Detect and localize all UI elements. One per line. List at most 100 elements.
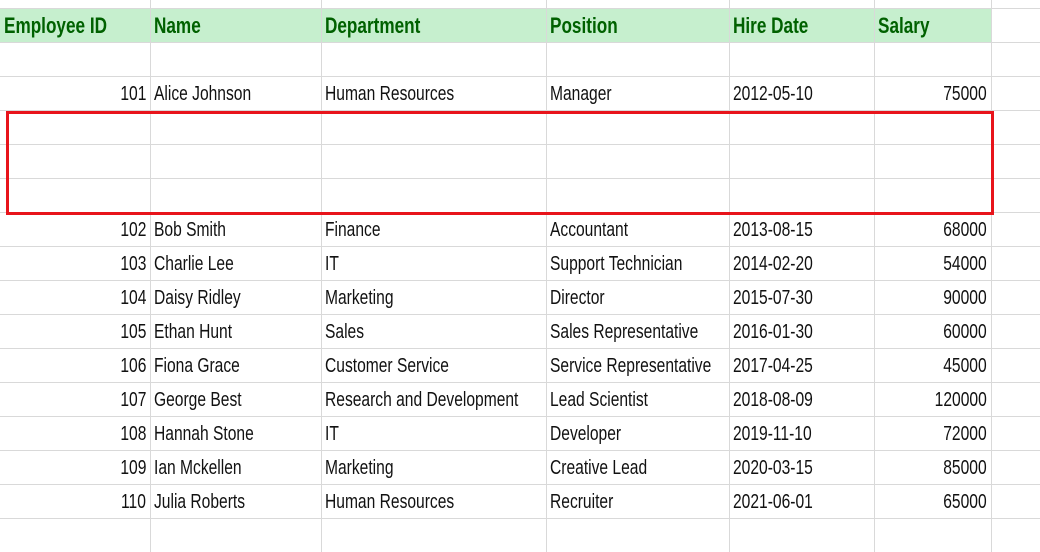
cell: Creative Lead [550,451,725,485]
cell: 2014-02-20 [733,247,870,281]
cell-text: 2015-07-30 [733,287,813,309]
cell: Charlie Lee [154,247,317,281]
grid-line [0,450,1040,451]
cell-text: Bob Smith [154,219,226,241]
grid-line [0,416,1040,417]
cell: Human Resources [325,77,542,111]
cell-text: Sales Representative [550,321,699,343]
grid-line [991,0,992,552]
cell: 2020-03-15 [733,451,870,485]
grid-line [150,0,151,552]
cell-text: 72000 [943,423,987,445]
grid-line [0,382,1040,383]
cell-text: Research and Development [325,389,519,411]
cell: 2013-08-15 [733,213,870,247]
cell: 2017-04-25 [733,349,870,383]
cell: Ethan Hunt [154,315,317,349]
cell: Marketing [325,281,542,315]
cell: 60000 [878,315,987,349]
cell-text: 106 [119,355,146,377]
cell-text: Salary [878,13,930,38]
cell-text: 2018-08-09 [733,389,813,411]
cell: 72000 [878,417,987,451]
cell-text: Employee ID [4,13,107,38]
cell-text: Service Representative [550,355,712,377]
cell-text: Accountant [550,219,629,241]
cell-text: Sales [325,321,365,343]
cell-text: Human Resources [325,491,455,513]
cell: 90000 [878,281,987,315]
cell: 101 [4,77,146,111]
cell: 107 [4,383,146,417]
cell-text: 2012-05-10 [733,83,813,105]
cell: Marketing [325,451,542,485]
cell-text: 85000 [943,457,987,479]
cell: 2015-07-30 [733,281,870,315]
header-cell: Employee ID [4,9,146,43]
header-cell: Hire Date [733,9,870,43]
cell: 68000 [878,213,987,247]
cell-text: Fiona Grace [154,355,240,377]
cell-text: Human Resources [325,83,455,105]
cell-text: 104 [119,287,146,309]
cell: Human Resources [325,485,542,519]
cell-text: 2017-04-25 [733,355,813,377]
cell: 110 [4,485,146,519]
cell: 102 [4,213,146,247]
selection-box [6,111,994,215]
cell: Developer [550,417,725,451]
grid-line [874,0,875,552]
cell: 2016-01-30 [733,315,870,349]
cell-text: Ethan Hunt [154,321,233,343]
cell-text: 120000 [934,389,987,411]
cell-text: Position [550,13,618,38]
cell-text: Hire Date [733,13,809,38]
cell: Support Technician [550,247,725,281]
cell: 104 [4,281,146,315]
grid-line [0,76,1040,77]
grid-line [0,348,1040,349]
grid-line [0,246,1040,247]
cell-text: 75000 [943,83,987,105]
cell-text: 65000 [943,491,987,513]
cell: Recruiter [550,485,725,519]
cell-text: Name [154,13,201,38]
cell-text: 102 [119,219,146,241]
grid-line [0,484,1040,485]
cell: 2021-06-01 [733,485,870,519]
header-cell: Department [325,9,542,43]
grid-line [0,280,1040,281]
cell: 65000 [878,485,987,519]
cell: 45000 [878,349,987,383]
cell: IT [325,417,542,451]
cell-text: George Best [154,389,242,411]
cell-text: 105 [119,321,146,343]
cell: Service Representative [550,349,725,383]
cell: 103 [4,247,146,281]
cell: Fiona Grace [154,349,317,383]
cell: 108 [4,417,146,451]
cell-text: Julia Roberts [154,491,246,513]
cell: 85000 [878,451,987,485]
cell-text: 101 [119,83,146,105]
cell-text: 110 [121,491,146,513]
cell-text: Manager [550,83,612,105]
grid-line [0,518,1040,519]
cell-text: 108 [119,423,146,445]
cell-text: 90000 [943,287,987,309]
cell-text: IT [325,423,339,445]
cell: Sales Representative [550,315,725,349]
cell-text: Daisy Ridley [154,287,241,309]
grid-line [0,178,1040,179]
cell: Hannah Stone [154,417,317,451]
cell: Sales [325,315,542,349]
grid-line [729,0,730,552]
grid-line [0,8,1040,9]
cell-text: Support Technician [550,253,683,275]
cell-text: Charlie Lee [154,253,234,275]
cell-text: 2020-03-15 [733,457,813,479]
cell-text: 54000 [943,253,987,275]
cell: Research and Development [325,383,542,417]
cell-text: 2013-08-15 [733,219,813,241]
cell-text: Alice Johnson [154,83,252,105]
